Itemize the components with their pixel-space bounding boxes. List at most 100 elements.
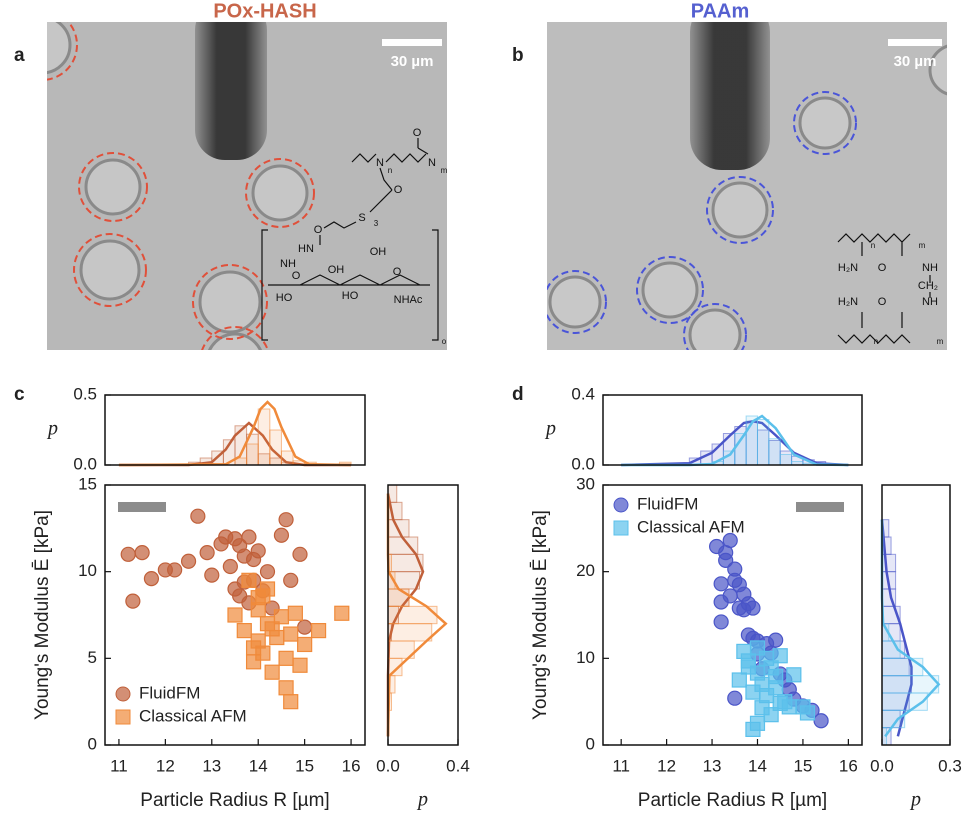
- point: [278, 512, 294, 528]
- hist-bar: [768, 438, 781, 466]
- point: [713, 614, 729, 630]
- point: [310, 622, 327, 639]
- point: [125, 593, 141, 609]
- point: [763, 707, 779, 723]
- point: [297, 619, 313, 635]
- atom-label: S: [358, 212, 365, 224]
- panel-label: a: [14, 45, 25, 66]
- x-tick-label: 15: [793, 756, 812, 775]
- hist-bar: [756, 419, 770, 466]
- point: [236, 622, 252, 639]
- atom-label: m: [441, 166, 448, 175]
- y-tick-label: 15: [78, 474, 97, 493]
- hist-bar: [280, 450, 294, 466]
- point: [259, 564, 276, 580]
- legend-marker: [115, 686, 131, 702]
- chemical-structure: O N n N m O S 3 O HN NH O HO OH HO O NHA…: [261, 127, 448, 346]
- y-tick-label: 0.4: [571, 384, 595, 403]
- scale-label: 30 µm: [391, 53, 434, 70]
- plot-frame: [602, 394, 863, 466]
- legend-label: FluidFM: [139, 683, 200, 702]
- scale-bar: [888, 39, 942, 46]
- point: [134, 544, 150, 561]
- scale-bar: [382, 39, 442, 46]
- y-tick-label: 0: [88, 734, 97, 753]
- atom-label: NH: [922, 262, 938, 274]
- legend-bar: [796, 502, 844, 512]
- micrograph: [47, 22, 447, 350]
- point: [745, 600, 761, 616]
- point: [269, 629, 285, 646]
- point: [190, 508, 206, 524]
- plot-frame: [387, 484, 459, 746]
- atom-label: n: [871, 241, 875, 250]
- atom-label: o: [442, 337, 447, 346]
- micrograph: [547, 22, 947, 350]
- hist-bar: [881, 657, 924, 677]
- atom-label: NH: [280, 258, 296, 270]
- atom-label: N: [428, 157, 436, 169]
- atom-label: 3: [374, 219, 379, 228]
- atom-label: O: [878, 296, 887, 308]
- y-axis-label: p: [46, 418, 58, 440]
- x-tick-label: 14: [249, 756, 268, 775]
- y-tick-label: 30: [576, 474, 595, 493]
- y-tick-label: 10: [576, 648, 595, 667]
- x-tick-label: 15: [295, 756, 314, 775]
- point: [283, 572, 299, 588]
- point: [727, 561, 743, 577]
- point: [250, 543, 266, 559]
- point: [334, 605, 350, 621]
- hist-bar: [387, 588, 410, 607]
- hist-bar: [779, 454, 793, 466]
- y-tick-label: 0: [586, 734, 595, 753]
- y-tick-label: 0.0: [73, 454, 97, 473]
- x-tick-label: 13: [202, 756, 221, 775]
- atom-label: m: [919, 241, 926, 250]
- x-tick-label: 13: [703, 756, 722, 775]
- x-axis-label: Particle Radius R [µm]: [638, 790, 827, 811]
- point: [143, 570, 160, 587]
- fit-curve: [880, 519, 913, 737]
- hist-bar: [387, 623, 433, 642]
- point: [718, 552, 734, 569]
- point: [731, 672, 747, 688]
- point: [278, 650, 294, 666]
- atom-label: HN: [298, 243, 314, 255]
- atom-label: n: [874, 337, 878, 346]
- x-tick-label: 12: [156, 756, 175, 775]
- atom-label: NH: [922, 296, 938, 308]
- point: [292, 657, 308, 673]
- point: [749, 715, 766, 731]
- legend-label: Classical AFM: [637, 517, 745, 536]
- point: [250, 590, 266, 606]
- plot-frame: [104, 484, 366, 746]
- y-tick-label: 20: [576, 561, 595, 580]
- x-axis-label: p: [909, 789, 921, 811]
- y-tick-label: 10: [78, 561, 97, 580]
- atom-label: OH: [370, 246, 387, 258]
- atom-label: O: [393, 266, 402, 278]
- atom-label: NHAc: [394, 294, 423, 306]
- fit-curve: [118, 421, 352, 467]
- point: [813, 713, 829, 729]
- atom-label: m: [937, 337, 944, 346]
- point: [227, 607, 243, 623]
- point: [222, 558, 238, 575]
- point: [772, 648, 788, 664]
- x-tick-label: 0.0: [376, 756, 400, 775]
- x-tick-label: 0.0: [870, 756, 894, 775]
- panel-label: d: [512, 384, 524, 405]
- point: [727, 690, 743, 706]
- atom-label: O: [292, 270, 301, 282]
- point: [278, 680, 294, 696]
- legend-marker: [613, 520, 629, 536]
- x-tick-label: 11: [110, 756, 128, 775]
- x-tick-label: 0.3: [938, 756, 962, 775]
- point: [120, 546, 136, 562]
- atom-label: CH₂: [918, 280, 938, 292]
- x-tick-label: 16: [839, 756, 858, 775]
- hist-bar: [881, 675, 940, 694]
- point: [199, 544, 215, 561]
